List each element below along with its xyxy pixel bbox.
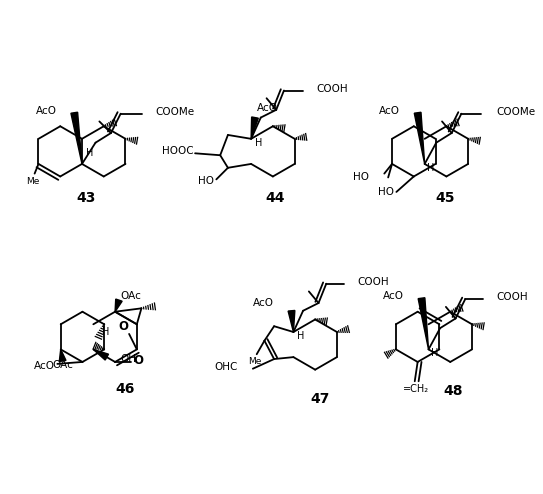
Text: AcO: AcO xyxy=(34,361,55,371)
Text: AcO: AcO xyxy=(36,106,57,116)
Text: H: H xyxy=(427,163,434,173)
Polygon shape xyxy=(93,349,109,360)
Text: 48: 48 xyxy=(443,384,463,398)
Text: AcO: AcO xyxy=(257,103,278,113)
Text: OAc: OAc xyxy=(52,360,73,370)
Text: 44: 44 xyxy=(266,191,285,205)
Polygon shape xyxy=(288,310,295,332)
Polygon shape xyxy=(418,298,428,349)
Text: AcO: AcO xyxy=(379,106,400,116)
Text: 43: 43 xyxy=(76,191,96,205)
Text: Me: Me xyxy=(248,358,262,367)
Text: COOH: COOH xyxy=(357,277,389,287)
Text: COOH: COOH xyxy=(496,292,528,302)
Polygon shape xyxy=(414,112,425,164)
Text: O: O xyxy=(118,320,128,332)
Text: OAc: OAc xyxy=(121,291,142,301)
Text: H: H xyxy=(298,331,305,341)
Text: COOH: COOH xyxy=(317,83,349,93)
Text: 47: 47 xyxy=(310,392,329,406)
Text: H: H xyxy=(103,327,110,337)
Text: OH: OH xyxy=(121,354,136,364)
Text: COOMe: COOMe xyxy=(155,107,194,117)
Text: COOMe: COOMe xyxy=(496,107,535,117)
Text: H: H xyxy=(86,148,93,158)
Text: 45: 45 xyxy=(435,191,455,205)
Text: OHC: OHC xyxy=(214,362,237,372)
Text: AcO: AcO xyxy=(383,291,404,301)
Text: HOOC: HOOC xyxy=(161,146,193,157)
Polygon shape xyxy=(115,299,122,312)
Text: Me: Me xyxy=(26,177,40,186)
Text: 46: 46 xyxy=(116,382,135,396)
Text: AcO: AcO xyxy=(253,298,274,308)
Text: HO: HO xyxy=(378,187,394,197)
Text: H: H xyxy=(255,138,262,148)
Text: HO: HO xyxy=(353,172,369,182)
Polygon shape xyxy=(71,112,82,164)
Text: HO: HO xyxy=(198,176,214,186)
Text: H: H xyxy=(431,348,438,358)
Text: O: O xyxy=(133,354,143,367)
Polygon shape xyxy=(59,349,66,362)
Text: =CH₂: =CH₂ xyxy=(403,384,429,394)
Polygon shape xyxy=(251,117,258,139)
